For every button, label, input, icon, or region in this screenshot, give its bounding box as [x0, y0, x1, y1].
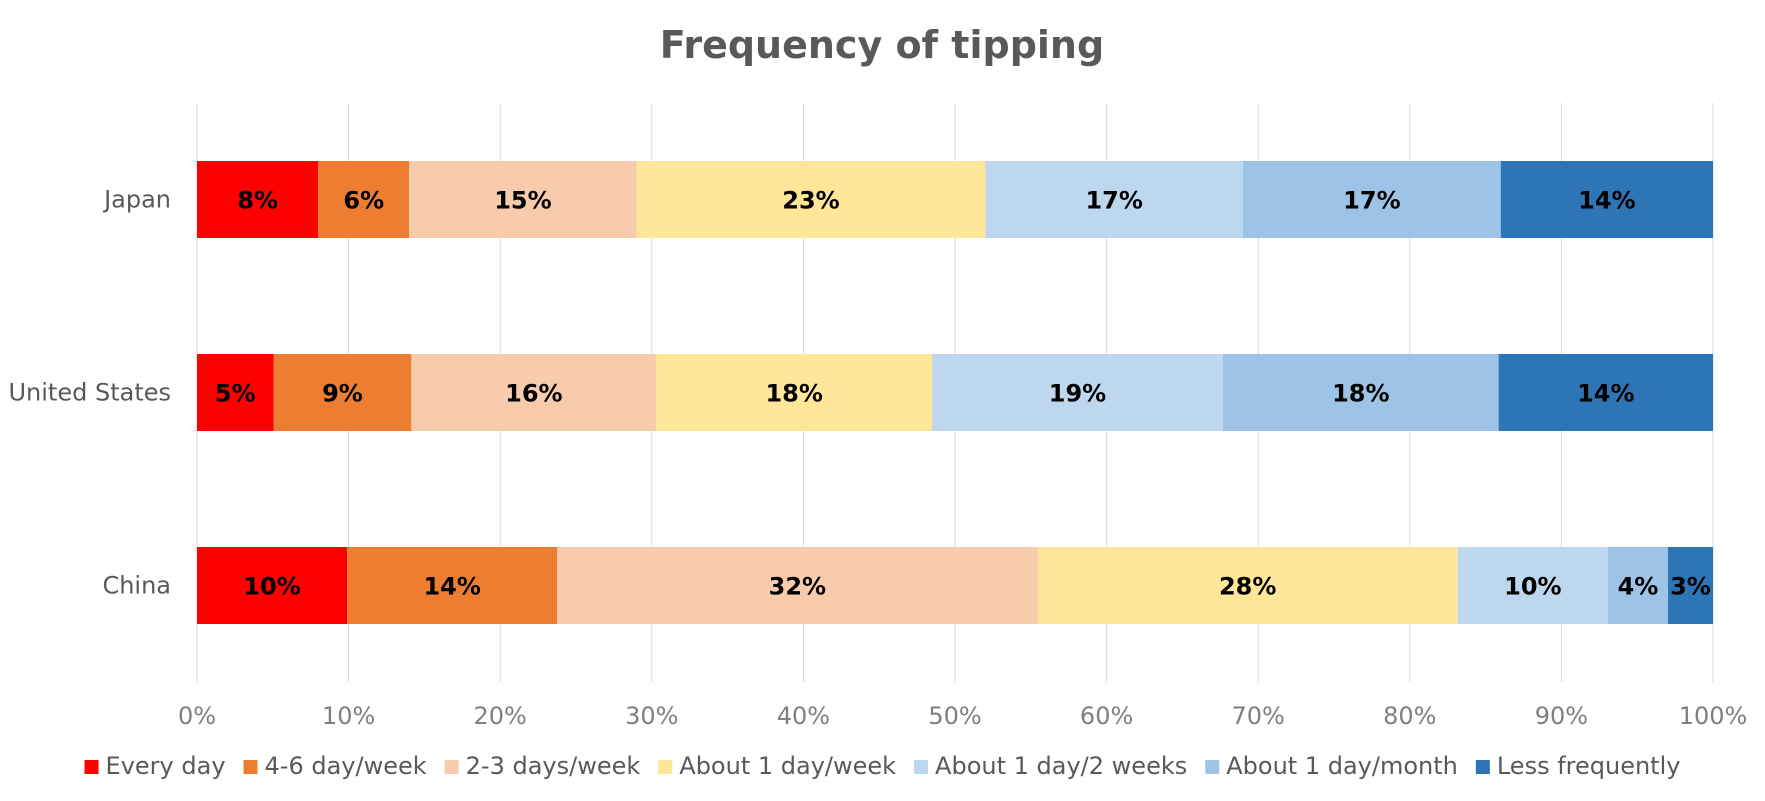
data-label: 14% — [1578, 187, 1635, 215]
bars — [197, 161, 1713, 624]
data-label: 5% — [215, 380, 256, 408]
legend-swatch — [1205, 760, 1220, 774]
bar-segment — [1243, 161, 1501, 238]
legend-swatch — [444, 760, 459, 774]
bar-segment — [318, 161, 410, 238]
x-tick-label: 80% — [1383, 702, 1436, 730]
bar-segment — [1222, 354, 1499, 431]
category-label: China — [102, 572, 171, 600]
legend-item: About 1 day/2 weeks — [914, 752, 1187, 780]
data-label: 10% — [243, 573, 300, 601]
data-labels: 8% 6% 15% 23% 17% 17% 14% 5% 9% 16% 18% 19% 18% 14% 10… — [215, 187, 1711, 601]
legend: Every day 4-6 day/week 2-3 days/week About … — [84, 752, 1681, 780]
data-label: 3% — [1670, 573, 1711, 601]
x-tick-label: 20% — [474, 702, 527, 730]
bar-segment — [1607, 547, 1668, 624]
data-label: 18% — [765, 380, 822, 408]
bar-segment — [656, 354, 933, 431]
legend-item: About 1 day/week — [658, 752, 896, 780]
data-label: 28% — [1219, 573, 1276, 601]
bar-segment — [197, 161, 319, 238]
bar-segment — [347, 547, 558, 624]
bar-segment — [197, 354, 274, 431]
bar-segment — [197, 547, 348, 624]
data-label: 10% — [1504, 573, 1561, 601]
legend-label: Every day — [106, 752, 226, 780]
bar-segment — [411, 354, 657, 431]
x-tick-label: 10% — [322, 702, 375, 730]
x-tick-label: 70% — [1232, 702, 1285, 730]
bar-segment — [636, 161, 986, 238]
x-tick-label: 60% — [1080, 702, 1133, 730]
legend-swatch — [84, 760, 99, 774]
data-label: 17% — [1343, 187, 1400, 215]
bar-segment — [1667, 547, 1713, 624]
legend-item: About 1 day/month — [1205, 752, 1458, 780]
data-label: 17% — [1085, 187, 1142, 215]
x-tick-label: 0% — [178, 702, 216, 730]
data-label: 14% — [423, 573, 480, 601]
legend-label: About 1 day/week — [679, 752, 896, 780]
legend-label: About 1 day/month — [1226, 752, 1458, 780]
data-label: 16% — [505, 380, 562, 408]
legend-item: Less frequently — [1475, 752, 1681, 780]
data-label: 19% — [1049, 380, 1106, 408]
x-tick-label: 100% — [1679, 702, 1748, 730]
data-label: 8% — [237, 187, 278, 215]
x-tick-label: 50% — [928, 702, 981, 730]
data-label: 23% — [782, 187, 839, 215]
bar-segment — [1037, 547, 1458, 624]
bar-segment — [1457, 547, 1608, 624]
category-label: United States — [8, 379, 171, 407]
data-label: 4% — [1618, 573, 1659, 601]
data-label: 14% — [1577, 380, 1634, 408]
bar-segment — [1500, 161, 1713, 238]
x-tick-label: 40% — [777, 702, 830, 730]
data-label: 9% — [322, 380, 363, 408]
legend-swatch — [1475, 760, 1490, 774]
x-axis: 0% 10% 20% 30% 40% 50% 60% 70% 80% 90% 100% — [178, 702, 1747, 730]
bar-segment — [557, 547, 1038, 624]
legend-label: Less frequently — [1497, 752, 1681, 780]
y-axis: Japan United States China — [8, 186, 171, 600]
data-label: 32% — [769, 573, 826, 601]
legend-label: 2-3 days/week — [466, 752, 641, 780]
chart-title: Frequency of tipping — [660, 23, 1104, 67]
legend-swatch — [243, 760, 258, 774]
data-label: 15% — [494, 187, 551, 215]
bar-segment — [985, 161, 1244, 238]
bar-segment — [273, 354, 412, 431]
legend-item: 2-3 days/week — [444, 752, 641, 780]
x-tick-label: 90% — [1535, 702, 1588, 730]
category-label: Japan — [102, 186, 171, 214]
legend-label: About 1 day/2 weeks — [935, 752, 1187, 780]
legend-swatch — [914, 760, 929, 774]
legend-label: 4-6 day/week — [265, 752, 427, 780]
legend-item: 4-6 day/week — [243, 752, 427, 780]
bar-segment — [409, 161, 637, 238]
x-tick-label: 30% — [625, 702, 678, 730]
data-label: 6% — [343, 187, 384, 215]
legend-item: Every day — [84, 752, 226, 780]
bar-segment — [1498, 354, 1713, 431]
legend-items: Every day 4-6 day/week 2-3 days/week About … — [84, 752, 1681, 780]
data-label: 18% — [1332, 380, 1389, 408]
bar-segment — [932, 354, 1223, 431]
legend-swatch — [658, 760, 673, 774]
